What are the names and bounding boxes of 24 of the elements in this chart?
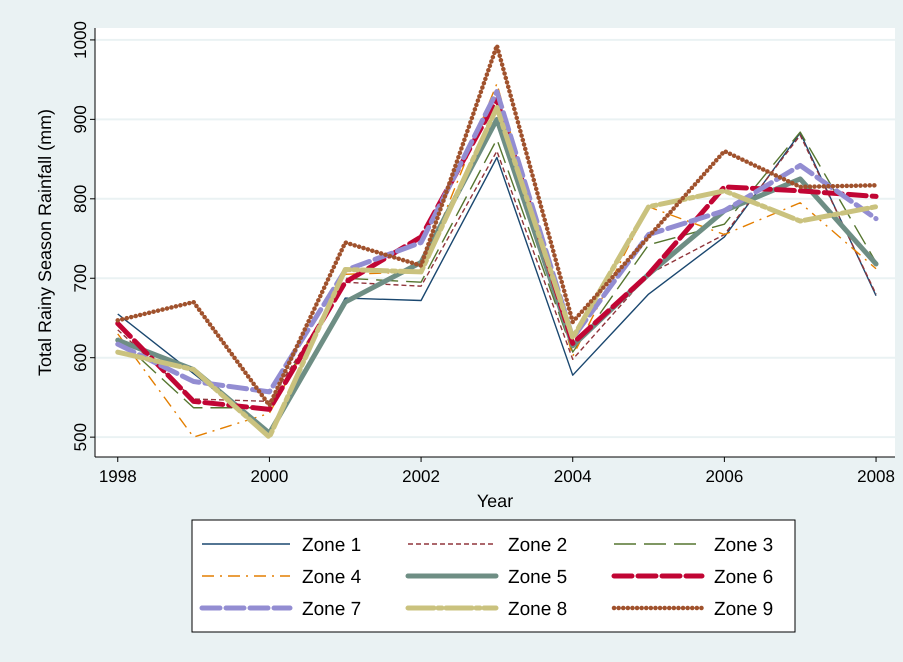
x-axis-title: Year xyxy=(476,491,514,511)
legend-label: Zone 6 xyxy=(714,567,774,588)
y-tick-label: 700 xyxy=(71,264,90,292)
y-tick-label: 900 xyxy=(71,105,90,134)
x-tick-label: 2000 xyxy=(250,467,288,486)
y-tick-label: 600 xyxy=(71,344,90,372)
x-tick-label: 2002 xyxy=(402,467,440,486)
legend-label: Zone 4 xyxy=(302,567,362,588)
legend-label: Zone 9 xyxy=(714,599,774,620)
legend-label: Zone 7 xyxy=(302,599,362,620)
legend-label: Zone 5 xyxy=(508,567,568,588)
legend-label: Zone 1 xyxy=(302,535,362,556)
x-tick-label: 2004 xyxy=(554,467,592,486)
y-axis-title: Total Rainy Season Rainfall (mm) xyxy=(35,108,55,376)
y-tick-label: 800 xyxy=(71,184,90,213)
y-tick-label: 500 xyxy=(71,422,90,452)
x-tick-label: 2008 xyxy=(857,467,895,486)
y-tick-label: 1000 xyxy=(71,21,90,59)
x-tick-label: 1998 xyxy=(98,467,137,486)
legend-label: Zone 8 xyxy=(508,599,568,620)
legend-label: Zone 3 xyxy=(714,535,774,556)
line-series xyxy=(116,43,878,408)
legend-label: Zone 2 xyxy=(508,535,568,556)
x-tick-label: 2006 xyxy=(705,467,744,486)
